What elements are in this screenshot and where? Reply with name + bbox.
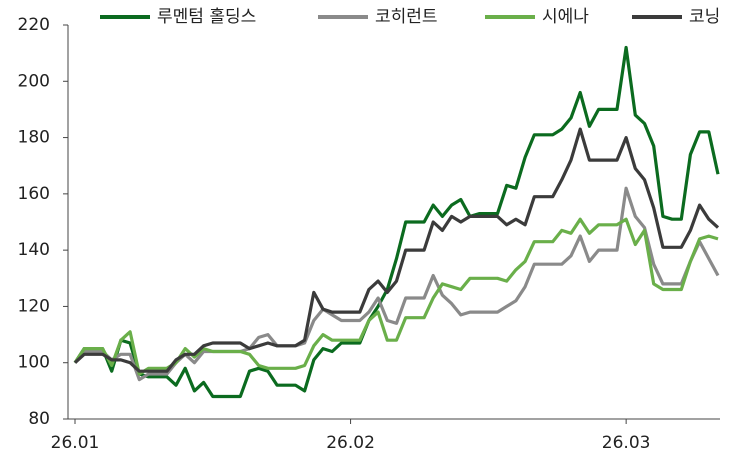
series-line	[73, 217, 719, 376]
y-tick-label: 120	[18, 296, 50, 316]
y-tick-label: 100	[18, 353, 50, 373]
y-tick-label: 140	[18, 240, 50, 260]
legend-label: 코닝	[689, 7, 720, 27]
legend-label: 시에나	[542, 7, 589, 27]
legend-label: 루멘텀 홀딩스	[157, 7, 256, 27]
legend-label: 코히런트	[375, 7, 438, 27]
y-tick-label: 200	[18, 71, 50, 91]
series-line	[73, 186, 720, 382]
y-tick-label: 180	[18, 128, 50, 148]
series-line	[73, 127, 720, 373]
series-line	[73, 45, 720, 399]
y-tick-label: 160	[18, 184, 50, 204]
x-tick-label: 26.01	[51, 433, 100, 453]
y-tick-label: 80	[28, 409, 50, 429]
y-tick-label: 220	[18, 15, 50, 35]
x-tick-label: 26.03	[602, 433, 651, 453]
x-tick-label: 26.02	[326, 433, 375, 453]
